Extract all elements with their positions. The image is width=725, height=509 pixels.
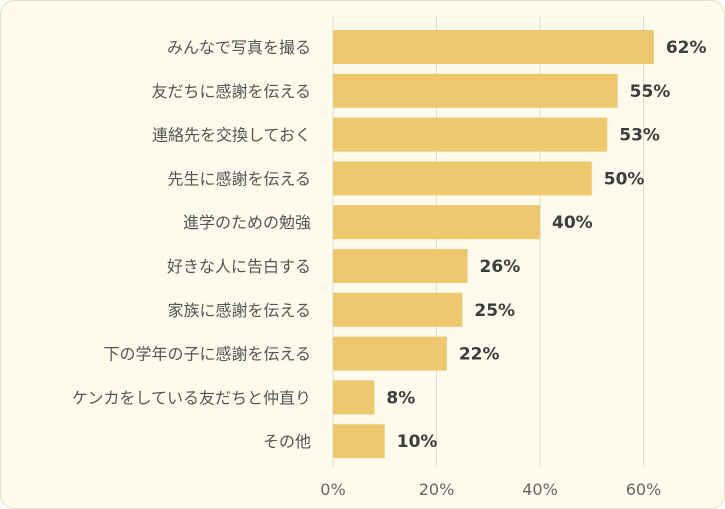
category-label: 進学のための勉強 (183, 213, 311, 232)
category-label: 好きな人に告白する (167, 257, 311, 276)
bar (333, 161, 592, 196)
value-label: 50% (604, 169, 645, 189)
value-label: 25% (474, 301, 515, 321)
category-label: 友だちに感謝を伝える (151, 82, 311, 101)
value-label: 55% (630, 82, 671, 102)
bar (333, 292, 463, 327)
category-label: ケンカをしている友だちと仲直り (72, 388, 311, 407)
x-tick-label: 0% (320, 480, 345, 499)
bar (333, 117, 608, 152)
x-tick-label: 60% (626, 480, 662, 499)
category-label: 先生に感謝を伝える (167, 169, 311, 188)
value-label: 40% (552, 213, 593, 233)
category-label: 家族に感謝を伝える (167, 301, 311, 320)
value-label: 8% (386, 388, 415, 408)
x-tick-label: 40% (522, 480, 558, 499)
value-label: 26% (480, 257, 521, 277)
bar (333, 249, 468, 283)
value-label: 22% (459, 345, 500, 365)
bar (333, 380, 375, 415)
category-label: その他 (263, 432, 311, 451)
category-label: 連絡先を交換しておく (152, 126, 311, 145)
bar (333, 205, 540, 240)
value-label: 62% (666, 38, 707, 58)
value-label: 53% (619, 126, 660, 146)
bar (333, 30, 654, 64)
category-label: 下の学年の子に感謝を伝える (103, 345, 311, 364)
bar (333, 73, 618, 108)
value-label: 10% (397, 432, 438, 452)
category-label: みんなで写真を撮る (167, 38, 311, 57)
x-tick-label: 20% (419, 480, 455, 499)
bar (333, 336, 447, 371)
bar (333, 424, 385, 459)
